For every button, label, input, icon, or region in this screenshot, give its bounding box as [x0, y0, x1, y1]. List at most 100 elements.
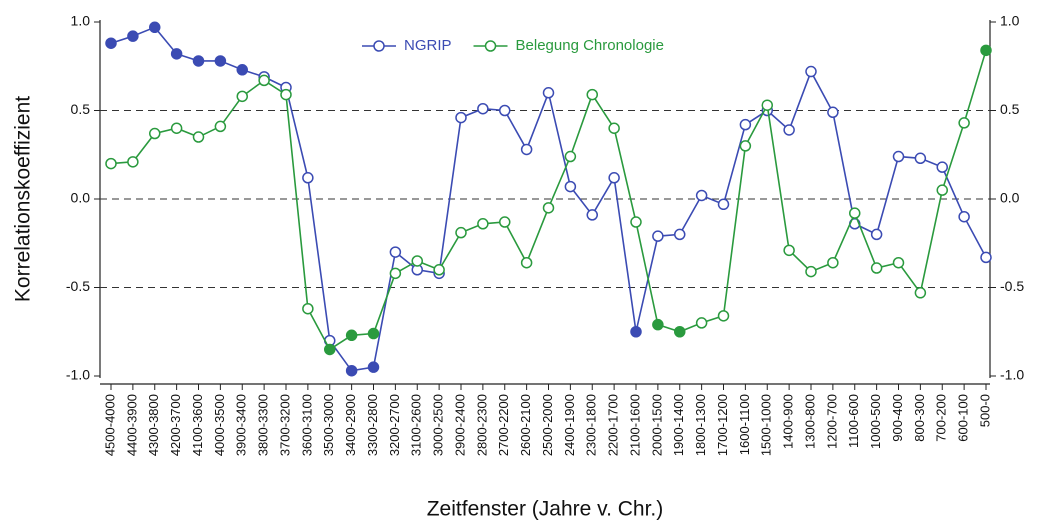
y-tick-label: 0.0 [71, 190, 91, 206]
x-tick-label: 1400-900 [781, 394, 796, 449]
x-tick-label: 500-0 [977, 394, 992, 427]
data-point [827, 106, 839, 119]
data-point [302, 302, 314, 315]
data-point [761, 99, 773, 111]
x-tick-label: 2500-2000 [540, 394, 555, 456]
data-point [914, 152, 927, 165]
data-point [586, 209, 598, 221]
data-point [936, 184, 948, 196]
legend-label: NGRIP [404, 37, 452, 54]
data-point [236, 90, 248, 103]
data-point [827, 256, 839, 269]
x-tick-label: 1200-700 [824, 394, 839, 449]
data-point [520, 256, 533, 269]
x-tick-label: 4000-3500 [212, 394, 227, 456]
data-point [280, 88, 292, 101]
data-point [586, 88, 598, 101]
data-point [455, 226, 467, 239]
data-point [192, 55, 205, 67]
x-tick-label: 4100-3600 [190, 394, 205, 456]
data-point [892, 150, 905, 163]
x-tick-label: 2600-2100 [518, 394, 533, 456]
x-tick-label: 1700-1200 [715, 394, 730, 456]
data-point [608, 172, 620, 184]
x-axis-label: Zeitfenster (Jahre v. Chr.) [427, 498, 664, 521]
data-point [105, 37, 117, 49]
y-axis-label: Korrelationskoeffizient [12, 96, 35, 302]
x-tick-label: 4500-4000 [102, 394, 117, 456]
data-point [870, 262, 883, 274]
data-point [564, 150, 577, 163]
x-tick-label: 3700-3200 [277, 394, 292, 456]
x-tick-label: 1000-500 [868, 394, 883, 449]
data-point [630, 326, 642, 338]
data-point [477, 102, 489, 115]
data-point [652, 230, 664, 242]
data-point [411, 255, 423, 267]
data-point [127, 156, 139, 168]
data-point [149, 127, 161, 140]
x-tick-label: 2400-1900 [562, 394, 577, 456]
x-tick-label: 4300-3800 [146, 394, 161, 456]
data-point [892, 256, 905, 269]
x-tick-label: 1600-1100 [737, 394, 752, 455]
data-point [214, 120, 227, 133]
x-tick-label: 2700-2200 [496, 394, 511, 456]
data-point [105, 157, 117, 170]
data-point [258, 74, 270, 87]
data-point [783, 244, 795, 257]
data-point [367, 327, 380, 340]
x-tick-label: 3400-2900 [343, 394, 358, 456]
data-point [980, 44, 992, 57]
x-tick-label: 3800-3300 [256, 394, 271, 456]
data-point [695, 189, 708, 202]
y2-tick-label: 0.5 [1000, 101, 1020, 117]
x-tick-label: 3900-3400 [234, 394, 249, 456]
x-tick-label: 1100-600 [846, 394, 861, 448]
y2-tick-label: -0.5 [1000, 278, 1024, 294]
x-tick-label: 3600-3100 [299, 394, 314, 456]
data-point [870, 228, 883, 241]
data-point [499, 216, 511, 228]
data-point [980, 251, 992, 264]
data-point [849, 207, 861, 219]
data-point [433, 264, 445, 276]
data-point [717, 198, 730, 211]
x-tick-label: 3500-3000 [321, 394, 336, 456]
data-point [542, 87, 555, 99]
y-tick-label: 1.0 [71, 13, 91, 29]
x-tick-label: 3000-2500 [431, 394, 446, 456]
x-tick-label: 1800-1300 [693, 394, 708, 456]
data-point [695, 317, 708, 329]
y2-tick-label: -1.0 [1000, 367, 1024, 383]
data-point [936, 161, 948, 173]
data-point [630, 216, 642, 228]
data-point [499, 104, 511, 117]
x-tick-label: 1300-800 [802, 394, 817, 449]
data-point [914, 287, 927, 299]
data-point [717, 310, 730, 322]
data-point [564, 180, 577, 193]
data-point [236, 64, 248, 76]
data-point [783, 124, 795, 136]
data-point [149, 21, 161, 34]
legend-marker [373, 40, 385, 52]
data-point [805, 65, 817, 78]
data-point [739, 140, 752, 152]
data-point [367, 361, 380, 373]
data-point [302, 172, 314, 184]
x-tick-label: 4200-3700 [168, 394, 183, 456]
x-tick-label: 2300-1800 [584, 394, 599, 456]
x-tick-label: 4400-3900 [124, 394, 139, 456]
legend-label: Belegung Chronologie [516, 37, 664, 54]
data-point [477, 218, 489, 230]
x-tick-label: 1500-1000 [759, 394, 774, 456]
data-point [542, 202, 555, 214]
x-tick-label: 2200-1700 [606, 394, 621, 456]
data-point [389, 267, 402, 280]
legend-marker [484, 40, 497, 52]
data-point [674, 326, 686, 338]
data-point [652, 318, 664, 331]
x-tick-label: 2000-1500 [649, 394, 664, 456]
